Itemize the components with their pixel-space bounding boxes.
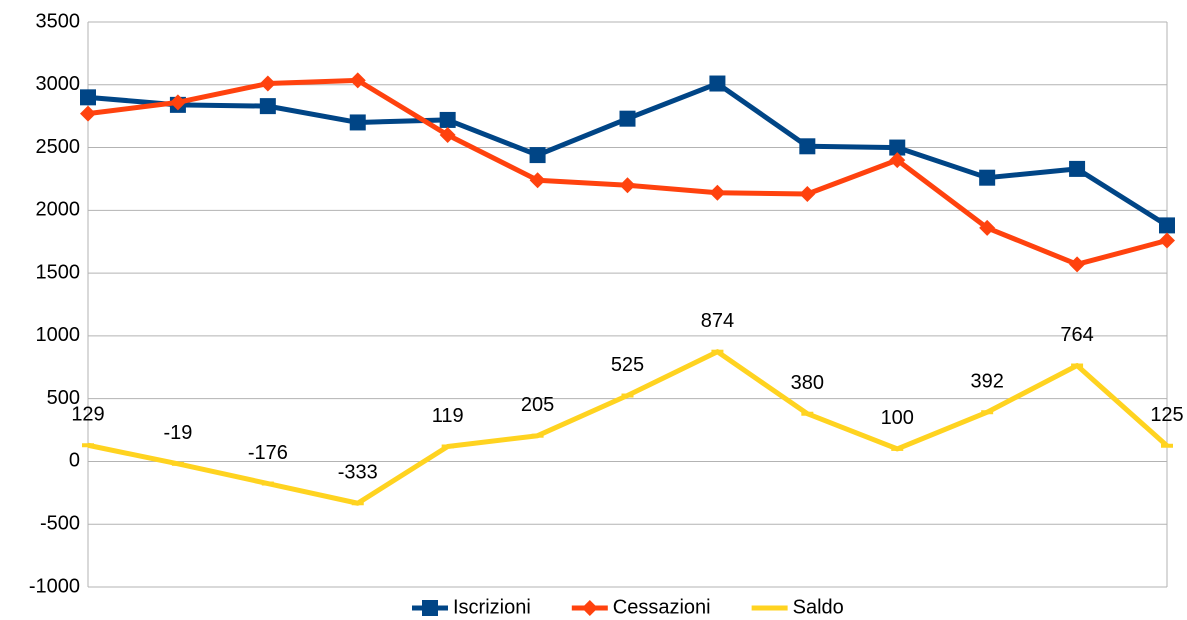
point [619,110,636,127]
data-label: 100 [881,407,914,429]
point [619,177,636,194]
point [439,127,456,143]
point [171,461,184,466]
point [709,184,726,201]
point [1069,256,1086,273]
series-line [87,81,1169,228]
point [169,94,186,111]
point [889,152,906,169]
point [529,147,546,164]
data-label: 525 [611,354,644,376]
point [439,111,456,128]
y-tick-label: 0 [69,450,80,472]
y-tick-label: 3500 [36,10,81,32]
point [441,444,454,449]
point [799,138,816,155]
data-label: -176 [248,442,288,464]
legend-marker [581,600,598,616]
point [981,410,994,415]
data-label: 125 [1150,404,1183,426]
point [80,105,96,122]
point [259,75,276,92]
legend-marker [422,600,438,616]
legend-label: Iscrizioni [453,596,531,618]
point [349,114,366,131]
data-label: 392 [970,371,1003,393]
data-label: 129 [71,404,104,426]
point [351,501,364,506]
data-label: 380 [791,372,824,394]
data-label: -19 [163,422,192,444]
point [891,446,904,451]
point [621,393,634,398]
point [80,89,96,106]
point [259,98,276,115]
data-label: 205 [521,394,554,416]
point [531,433,544,438]
point [1159,232,1175,249]
data-label: 119 [432,405,464,427]
legend-label: Saldo [793,596,844,618]
point [799,186,816,203]
point [801,411,814,416]
point [349,72,366,89]
point [979,169,996,186]
point [261,481,274,486]
y-tick-label: 500 [47,387,80,409]
y-tick-label: 1000 [36,324,81,346]
point [709,75,726,92]
y-tick-label: 1500 [36,261,81,283]
point [82,443,94,448]
y-tick-label: 2500 [36,136,81,158]
point [529,172,546,189]
point [711,349,724,354]
data-label: -333 [338,462,378,484]
data-label: 764 [1060,324,1093,346]
point [1069,160,1086,177]
y-tick-label: -500 [40,513,80,535]
point [1159,217,1175,234]
point [1161,443,1173,448]
y-tick-label: 3000 [36,73,81,95]
legend-marker [763,606,776,610]
point [1071,363,1084,368]
point [979,219,996,236]
y-tick-label: -1000 [29,575,80,597]
data-label: 874 [701,310,734,332]
y-tick-label: 2000 [36,199,81,221]
point [889,139,906,156]
legend-label: Cessazioni [613,596,711,618]
